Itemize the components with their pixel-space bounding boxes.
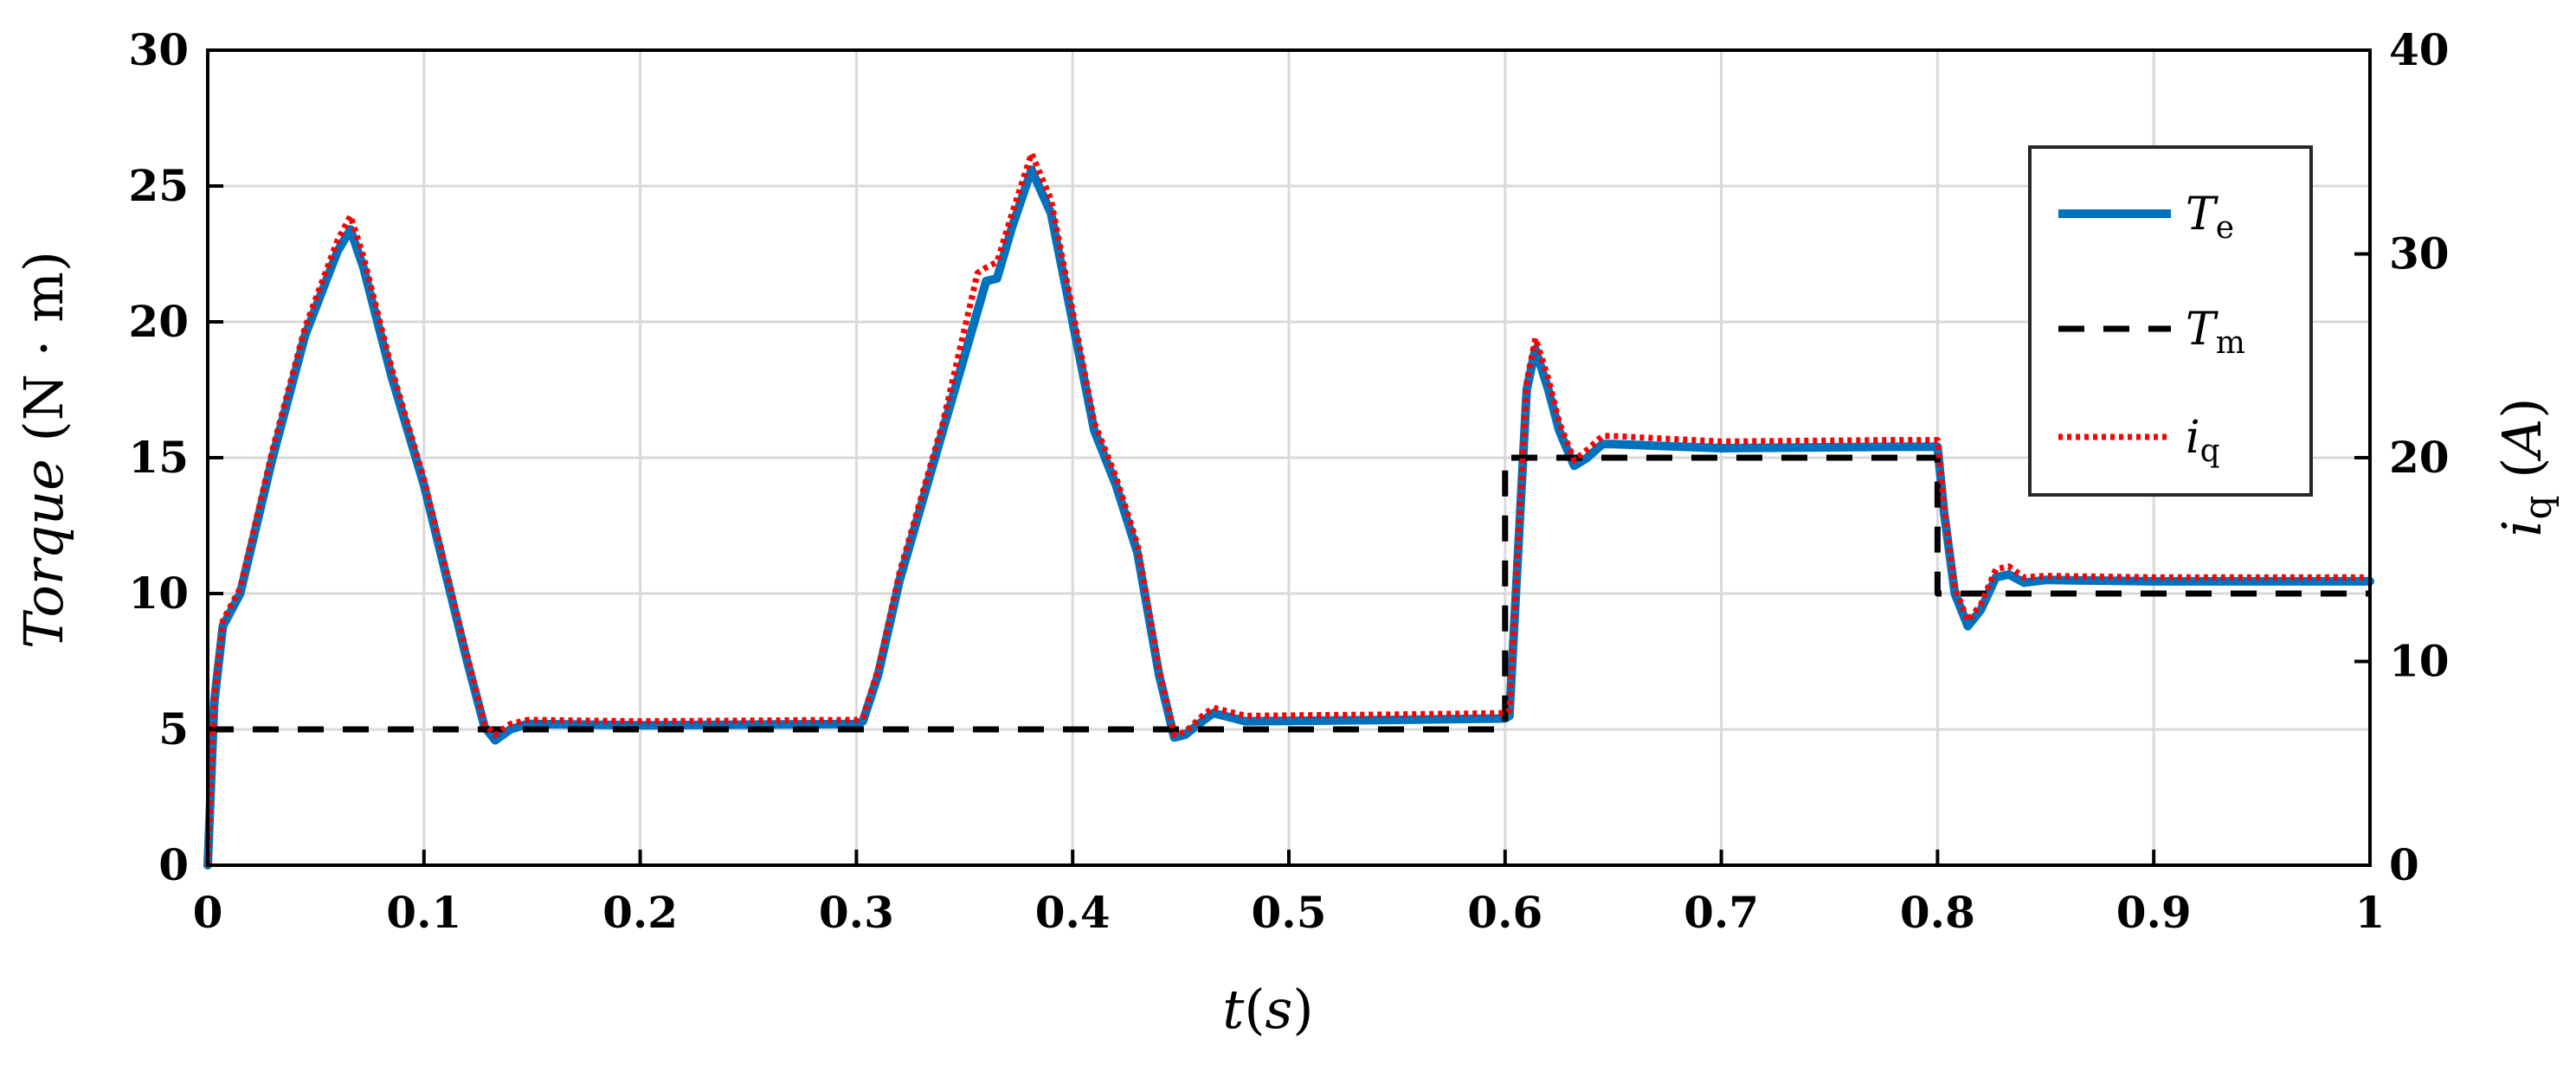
legend-box: [2028, 145, 2313, 497]
x-tick-labels: 0 0.1 0.2 0.3 0.4 0.5 0.6 0.7 0.8 0.9 1: [193, 887, 2386, 938]
y-tick-label: 10: [128, 568, 189, 619]
x-tick-label: 0.1: [386, 887, 461, 938]
x-tick-label: 0.3: [819, 887, 894, 938]
y2-tick-label: 10: [2389, 636, 2450, 687]
axis-ticks: [206, 48, 2372, 867]
y-tick-label: 15: [128, 432, 189, 483]
y2-tick-label: 0: [2389, 839, 2419, 890]
y-tick-label: 20: [128, 296, 189, 347]
series-layer: [203, 150, 2374, 870]
series-line-i-q: [204, 150, 2370, 866]
series-line-t-m: [208, 454, 2370, 733]
legend-label: Te: [2186, 189, 2234, 246]
y-tick-labels: 0 5 10 15 20 25 30: [128, 24, 189, 890]
y2-tick-label: 20: [2389, 432, 2450, 483]
x-tick-label: 0.4: [1035, 887, 1111, 938]
y-tick-label: 0: [158, 839, 189, 890]
y-axis-label: Torque (N · m): [12, 251, 75, 649]
legend-label: Tm: [2186, 304, 2245, 361]
y-tick-label: 30: [128, 24, 189, 75]
x-tick-label: 0.6: [1467, 887, 1542, 938]
y-tick-label: 25: [128, 160, 189, 211]
y-tick-label: 5: [158, 703, 189, 754]
x-tick-label: 0.9: [2116, 887, 2192, 938]
x-tick-label: 0.2: [602, 887, 678, 938]
x-tick-label: 0.5: [1252, 887, 1327, 938]
x-axis-label: t(s): [1222, 978, 1313, 1041]
y2-tick-label: 40: [2389, 24, 2450, 75]
x-tick-label: 0.8: [1900, 887, 1975, 938]
x-tick-label: 0.7: [1684, 887, 1759, 938]
x-tick-label: 0: [193, 887, 223, 938]
grid-lines: [208, 50, 2370, 865]
y2-axis-label: iq (A): [2490, 398, 2560, 537]
x-tick-label: 1: [2355, 887, 2386, 938]
legend-label: iq: [2186, 412, 2220, 469]
y2-tick-labels: 0 10 20 30 40: [2389, 24, 2450, 890]
legend: Te Tm iq: [2028, 145, 2313, 497]
y2-tick-label: 30: [2389, 228, 2450, 279]
